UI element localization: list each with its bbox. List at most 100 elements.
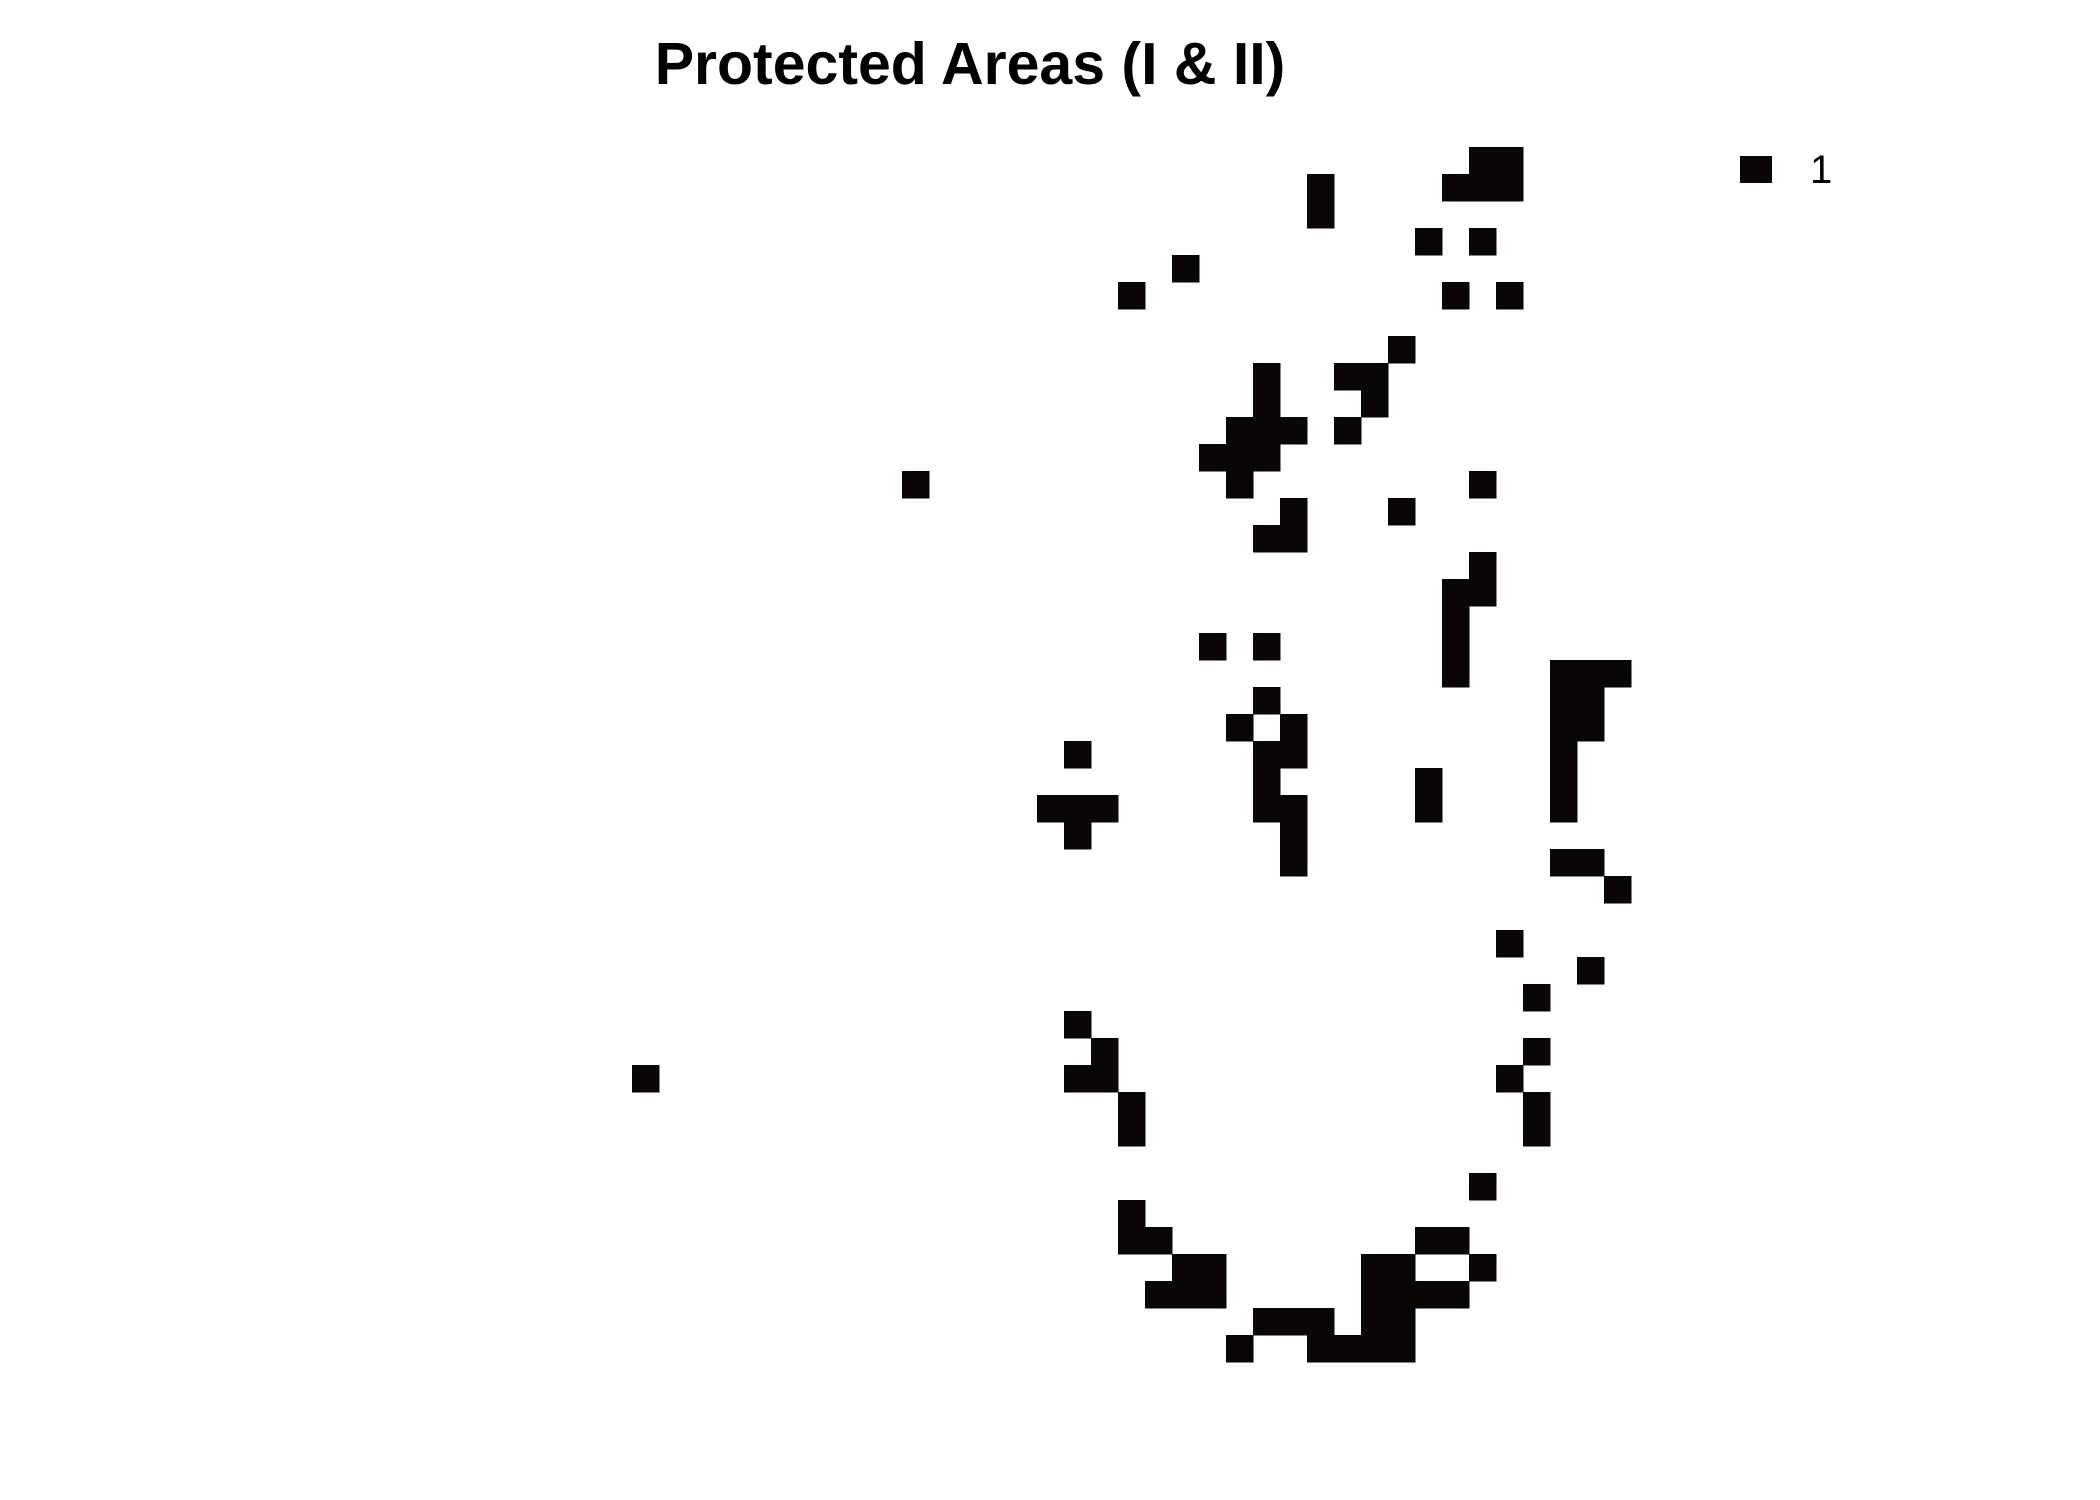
- raster-cell: [1280, 714, 1308, 742]
- raster-cell: [1388, 1335, 1416, 1363]
- raster-cell: [1361, 1281, 1389, 1309]
- raster-cell: [1550, 849, 1578, 877]
- raster-cell: [1064, 1065, 1092, 1093]
- raster-cell: [1307, 174, 1335, 202]
- raster-cell: [1280, 498, 1308, 526]
- raster-cell: [1550, 741, 1578, 769]
- raster-cell: [1469, 228, 1497, 256]
- raster-cell: [1388, 336, 1416, 364]
- raster-cell: [1226, 714, 1254, 742]
- raster-cell: [1253, 633, 1281, 661]
- raster-cell: [1307, 1335, 1335, 1363]
- raster-cell: [1253, 444, 1281, 472]
- raster-cell: [1253, 417, 1281, 445]
- raster-cell: [1388, 1254, 1416, 1282]
- raster-cell: [1577, 849, 1605, 877]
- raster-cell: [1118, 1092, 1146, 1120]
- map-title: Protected Areas (I & II): [654, 31, 1286, 97]
- raster-cell: [1577, 957, 1605, 985]
- raster-cell: [1172, 255, 1200, 283]
- raster-cell: [1469, 1173, 1497, 1201]
- raster-cell: [1550, 687, 1578, 715]
- raster-cell: [902, 471, 930, 499]
- raster-cell: [1037, 795, 1065, 823]
- raster-cell: [1064, 1011, 1092, 1039]
- raster-cell: [1118, 1227, 1146, 1255]
- raster-cell: [1388, 1281, 1416, 1309]
- raster-cell: [1469, 147, 1497, 175]
- raster-cell: [1091, 1038, 1119, 1066]
- raster-cell: [1550, 795, 1578, 823]
- raster-cell: [1226, 444, 1254, 472]
- raster-cell: [1442, 660, 1470, 688]
- raster-cell: [1064, 741, 1092, 769]
- raster-cell: [1091, 795, 1119, 823]
- raster-cell: [1253, 768, 1281, 796]
- raster-cell: [1388, 498, 1416, 526]
- raster-cell: [1145, 1281, 1173, 1309]
- raster-cell: [1523, 1119, 1551, 1147]
- raster-cell: [1442, 633, 1470, 661]
- raster-cell: [1145, 1227, 1173, 1255]
- raster-cell: [1442, 579, 1470, 607]
- raster-cell: [1253, 687, 1281, 715]
- raster-cell: [1361, 1308, 1389, 1336]
- raster-cell: [1388, 1308, 1416, 1336]
- raster-cell: [1496, 282, 1524, 310]
- raster-cell: [1226, 417, 1254, 445]
- raster-cell: [1496, 147, 1524, 175]
- raster-cell: [1280, 1308, 1308, 1336]
- raster-cell: [1550, 768, 1578, 796]
- raster-cell: [1226, 471, 1254, 499]
- raster-cell: [1253, 795, 1281, 823]
- raster-cell: [1496, 930, 1524, 958]
- raster-cell: [1334, 363, 1362, 391]
- raster-cell: [1523, 1038, 1551, 1066]
- raster-cell: [1118, 1200, 1146, 1228]
- raster-cell: [1253, 1308, 1281, 1336]
- raster-cell: [1496, 1065, 1524, 1093]
- raster-cell: [1253, 363, 1281, 391]
- raster-cell: [1334, 1335, 1362, 1363]
- raster-cell: [1199, 1254, 1227, 1282]
- raster-cell: [1577, 714, 1605, 742]
- raster-cell: [1469, 579, 1497, 607]
- raster-cell: [1469, 1254, 1497, 1282]
- raster-cell: [1307, 1308, 1335, 1336]
- raster-cell: [1442, 1227, 1470, 1255]
- raster-cell: [1577, 660, 1605, 688]
- raster-cell: [1604, 876, 1632, 904]
- raster-cell: [1469, 174, 1497, 202]
- raster-cell: [1550, 714, 1578, 742]
- raster-cell: [1280, 795, 1308, 823]
- raster-cell: [1172, 1254, 1200, 1282]
- raster-cell: [1523, 984, 1551, 1012]
- raster-cell: [1280, 417, 1308, 445]
- raster-cell: [1199, 444, 1227, 472]
- legend-swatch: [1740, 156, 1772, 183]
- raster-cell: [1577, 687, 1605, 715]
- raster-cell: [1091, 1065, 1119, 1093]
- raster-cell: [1334, 417, 1362, 445]
- raster-cell: [1550, 660, 1578, 688]
- raster-cell: [1280, 525, 1308, 553]
- raster-cells: [632, 147, 1632, 1363]
- raster-cell: [1226, 1335, 1254, 1363]
- raster-cell: [1604, 660, 1632, 688]
- raster-cell: [1469, 552, 1497, 580]
- raster-cell: [1199, 1281, 1227, 1309]
- raster-cell: [1253, 525, 1281, 553]
- raster-cell: [1442, 1281, 1470, 1309]
- raster-cell: [1415, 795, 1443, 823]
- raster-cell: [1361, 390, 1389, 418]
- raster-cell: [1118, 1119, 1146, 1147]
- raster-cell: [1496, 174, 1524, 202]
- raster-cell: [1064, 795, 1092, 823]
- raster-cell: [1118, 282, 1146, 310]
- raster-cell: [1064, 822, 1092, 850]
- raster-cell: [1442, 606, 1470, 634]
- raster-cell: [1523, 1092, 1551, 1120]
- raster-cell: [1415, 228, 1443, 256]
- raster-cell: [1361, 363, 1389, 391]
